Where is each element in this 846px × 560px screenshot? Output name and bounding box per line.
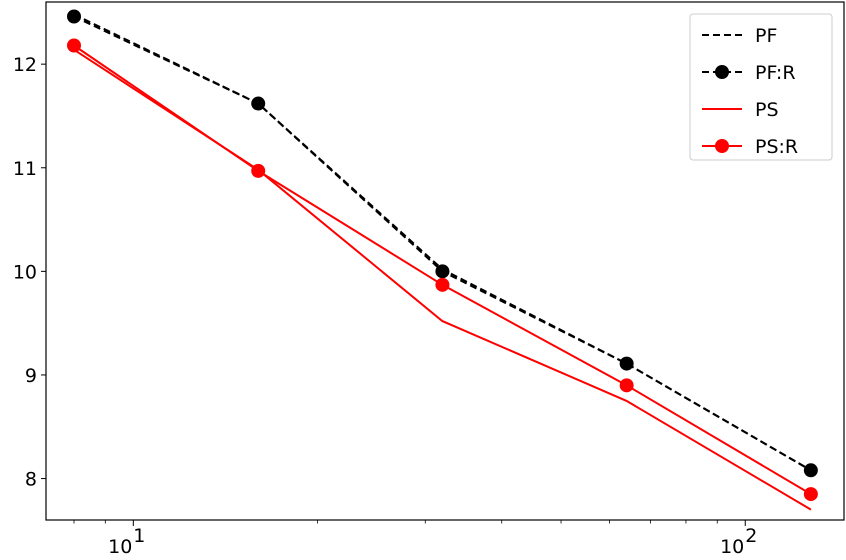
- y-tick-label: 8: [25, 469, 37, 491]
- data-point-ps-r: [435, 277, 450, 292]
- data-point-ps-r: [67, 38, 82, 53]
- legend-marker-ps-r: [715, 139, 729, 153]
- data-point-ps-r: [251, 163, 266, 178]
- legend-label-ps-r: PS:R: [755, 136, 798, 158]
- data-point-ps-r: [619, 378, 634, 393]
- legend-box: [689, 13, 833, 161]
- data-point-pf-r: [435, 264, 450, 279]
- y-tick-label: 10: [13, 261, 37, 283]
- data-point-pf-r: [67, 9, 82, 24]
- x-tick-label: 10 2: [720, 525, 757, 558]
- x-tick-label-exponent: 2: [745, 525, 757, 547]
- legend-label-ps: PS: [755, 99, 779, 121]
- legend-label-pf-r: PF:R: [755, 62, 796, 84]
- legend: PF PF:R PS PS:R: [689, 13, 833, 161]
- x-tick-label-exponent: 1: [133, 525, 145, 547]
- x-tick-label-base: 10: [720, 536, 744, 558]
- data-point-pf-r: [251, 96, 266, 111]
- y-tick-label: 12: [13, 54, 37, 76]
- legend-marker-pf-r: [715, 65, 729, 79]
- x-tick-label-base: 10: [108, 536, 132, 558]
- series-layer: [67, 9, 818, 511]
- y-tick-label: 11: [13, 158, 37, 180]
- data-point-pf-r: [619, 356, 634, 371]
- data-point-ps-r: [803, 487, 818, 502]
- y-tick-label: 9: [25, 365, 37, 387]
- data-point-pf-r: [803, 463, 818, 478]
- legend-label-pf: PF: [755, 25, 777, 47]
- x-tick-label: 10 1: [108, 525, 145, 558]
